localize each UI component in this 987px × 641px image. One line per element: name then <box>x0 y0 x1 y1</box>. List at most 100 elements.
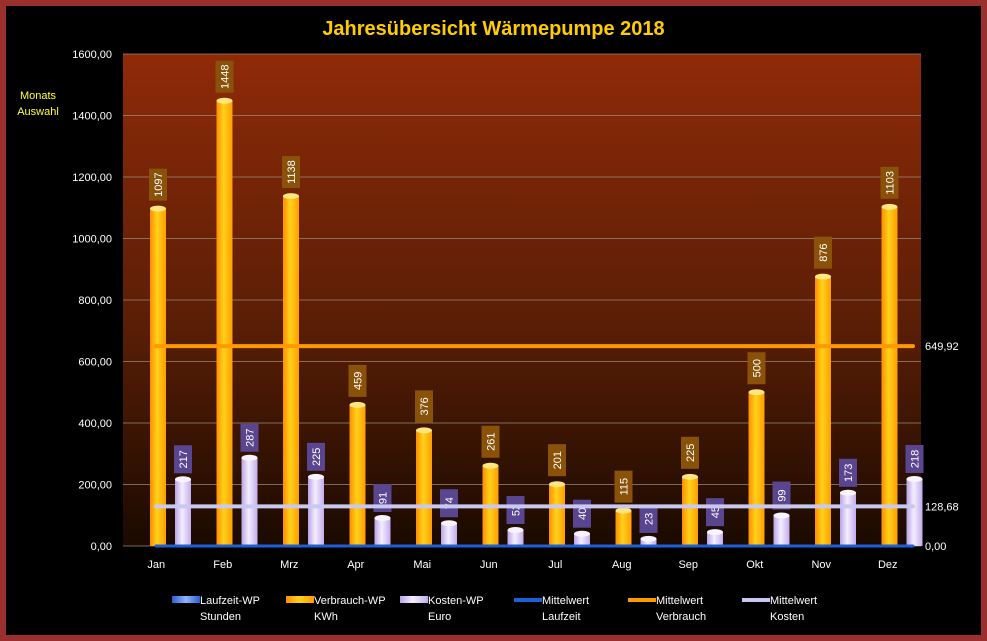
bar-verbrauch[interactable] <box>815 276 831 546</box>
month-selection-label[interactable]: Monats Auswahl <box>12 88 64 120</box>
bar-verbrauch[interactable] <box>682 476 698 546</box>
verbrauch-value-label: 500 <box>752 359 764 377</box>
bar-kosten-cap <box>175 476 191 483</box>
kosten-label-box <box>772 481 791 510</box>
bar-verbrauch-cap <box>615 507 632 514</box>
legend-item-name[interactable]: Kosten-WP <box>428 595 484 607</box>
verbrauch-value-label: 1103 <box>885 171 897 195</box>
bar-kosten-cap <box>707 529 723 536</box>
bar-kosten[interactable] <box>374 518 391 546</box>
kosten-label-box <box>174 445 192 474</box>
kosten-label-box <box>506 496 525 525</box>
x-tick-label: Jun <box>480 559 498 571</box>
bar-kosten-cap <box>906 475 923 482</box>
bar-kosten[interactable] <box>241 457 258 546</box>
bar-kosten-cap <box>840 489 856 496</box>
verbrauch-label-box <box>348 364 367 397</box>
reference-line-label: 0,00 <box>925 541 946 553</box>
kosten-label-box <box>905 444 924 473</box>
y-tick-label: 200,00 <box>78 480 112 492</box>
bar-verbrauch-cap <box>881 203 898 210</box>
bar-kosten-cap <box>773 512 790 519</box>
kosten-value-label: 287 <box>245 429 257 447</box>
x-tick-label: Okt <box>746 559 763 571</box>
bar-kosten[interactable] <box>574 533 590 546</box>
verbrauch-label-box <box>415 390 433 423</box>
bar-verbrauch-cap <box>150 205 166 212</box>
verbrauch-label-box <box>814 236 832 269</box>
kosten-value-label: 225 <box>311 448 323 466</box>
legend-item-unit: KWh <box>314 611 338 623</box>
y-tick-label: 800,00 <box>78 295 112 307</box>
kosten-value-label: 173 <box>843 464 855 482</box>
bar-verbrauch[interactable] <box>748 392 765 546</box>
verbrauch-label-box <box>149 168 167 201</box>
kosten-value-label: 91 <box>378 492 390 504</box>
bar-kosten[interactable] <box>441 523 457 546</box>
kosten-label-box <box>240 423 259 452</box>
x-tick-label: Aug <box>612 559 632 571</box>
verbrauch-label-box <box>215 60 234 93</box>
bar-kosten-cap <box>640 535 657 542</box>
kosten-value-label: 45 <box>710 506 722 518</box>
legend-item-name[interactable]: Verbrauch-WP <box>314 595 386 607</box>
y-tick-label: 600,00 <box>78 357 112 369</box>
verbrauch-value-label: 225 <box>685 444 697 462</box>
bar-kosten[interactable] <box>906 478 923 546</box>
verbrauch-value-label: 1138 <box>286 160 298 184</box>
verbrauch-value-label: 376 <box>419 397 431 415</box>
kosten-label-box <box>839 458 857 487</box>
y-tick-label: 1200,00 <box>72 172 112 184</box>
bar-verbrauch[interactable] <box>150 208 166 547</box>
legend-item-name[interactable]: Mittelwert <box>542 595 589 607</box>
bar-verbrauch[interactable] <box>881 206 898 546</box>
bar-kosten[interactable] <box>308 476 324 546</box>
bar-kosten[interactable] <box>640 538 657 546</box>
bar-verbrauch-cap <box>682 473 698 480</box>
legend-item-unit: Verbrauch <box>656 611 706 623</box>
bar-verbrauch[interactable] <box>615 510 632 546</box>
bar-verbrauch-cap <box>216 97 233 104</box>
x-tick-label: Sep <box>678 559 698 571</box>
verbrauch-label-box <box>880 166 899 199</box>
bar-kosten[interactable] <box>175 479 191 546</box>
x-tick-label: Mrz <box>280 559 298 571</box>
legend-swatch <box>172 596 200 603</box>
bar-verbrauch[interactable] <box>349 404 366 546</box>
verbrauch-label-box <box>747 352 766 385</box>
month-selection-label-line-2: Auswahl <box>17 106 59 118</box>
bar-kosten-cap <box>374 515 391 522</box>
kosten-value-label: 23 <box>644 513 656 525</box>
verbrauch-label-box <box>481 425 500 458</box>
bar-kosten-cap <box>507 527 524 534</box>
legend-item-name[interactable]: Mittelwert <box>656 595 703 607</box>
bar-verbrauch-cap <box>416 427 432 434</box>
bar-kosten[interactable] <box>707 532 723 546</box>
kosten-value-label: 99 <box>777 489 789 501</box>
bar-verbrauch[interactable] <box>549 484 565 546</box>
legend-item-name[interactable]: Mittelwert <box>770 595 817 607</box>
legend-item-unit: Stunden <box>200 611 241 623</box>
bar-verbrauch[interactable] <box>216 100 233 547</box>
verbrauch-value-label: 1097 <box>153 172 165 196</box>
legend-item-name[interactable]: Laufzeit-WP <box>200 595 260 607</box>
verbrauch-label-box <box>614 470 633 503</box>
legend-item-unit: Euro <box>428 611 451 623</box>
x-tick-label: Jan <box>147 559 165 571</box>
bar-verbrauch-cap <box>815 273 831 280</box>
bar-verbrauch[interactable] <box>416 430 432 546</box>
chart-title: Jahresübersicht Wärmepumpe 2018 <box>322 18 665 40</box>
legend-item-unit: Laufzeit <box>542 611 581 623</box>
bar-kosten[interactable] <box>507 530 524 546</box>
bar-verbrauch[interactable] <box>283 196 299 546</box>
bar-kosten[interactable] <box>840 492 856 546</box>
kosten-label-box <box>440 489 458 518</box>
legend-swatch <box>400 596 428 603</box>
bar-kosten[interactable] <box>773 515 790 546</box>
y-tick-label: 1000,00 <box>72 234 112 246</box>
kosten-label-box <box>307 442 325 471</box>
y-tick-label: 0,00 <box>91 541 112 553</box>
reference-line-label: 128,68 <box>925 501 959 513</box>
verbrauch-value-label: 261 <box>486 433 498 451</box>
